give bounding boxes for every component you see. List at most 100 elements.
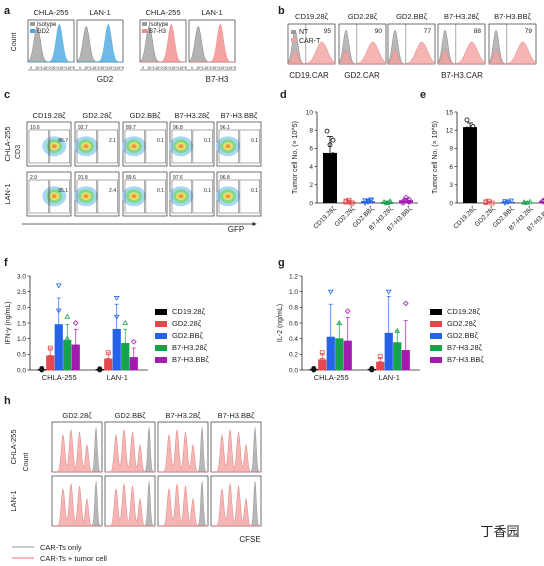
data-point	[336, 320, 343, 325]
gate-percentage: 10.6	[30, 125, 40, 131]
density-contour	[51, 194, 57, 199]
data-point	[64, 335, 71, 341]
data-point	[47, 361, 53, 367]
data-point	[97, 366, 103, 372]
chart-e-y-tick-label: 15	[446, 109, 454, 116]
chart-f-y-tick-label: 2.0	[17, 305, 26, 312]
panel-a-x-tick: 10^5	[228, 66, 236, 70]
panel-a-x-tick: 10^2	[155, 66, 163, 70]
car-t-tumor-peaks	[105, 429, 155, 473]
data-point	[394, 343, 401, 349]
data-point	[400, 198, 406, 205]
panel-a-x-tick: 10^2	[92, 66, 100, 70]
data-point	[470, 124, 476, 129]
gate-percentage: 96.8	[220, 175, 230, 181]
panel-h-ylabel: Count	[23, 453, 30, 472]
gate-box	[76, 179, 98, 214]
bar	[399, 200, 413, 203]
panel-h-row-title: LAN-1	[9, 490, 18, 511]
flow-plot-frame	[26, 171, 72, 217]
panel-c-ylabel: CD3	[15, 145, 22, 159]
panel-a-title: CHLA-255	[145, 8, 180, 17]
panel-c-row-title: CHLA-255	[3, 126, 12, 161]
car-t-histogram	[338, 41, 387, 65]
panel-a-x-tick: 10^2	[204, 66, 212, 70]
chart-e-y-tick-label: 12	[446, 128, 454, 135]
panel-b-title: CD19.28ζ	[295, 12, 329, 21]
proliferation-histogram	[104, 421, 156, 473]
panel-a-x-tick: 0	[191, 66, 193, 70]
gate-percentage: 0.1	[157, 138, 164, 144]
gate-percentage: 89.7	[126, 125, 136, 131]
bar	[482, 202, 496, 203]
chart-f-y-tick-label: 3.0	[17, 273, 26, 280]
proliferation-histogram	[51, 421, 103, 473]
legend-swatch	[430, 345, 442, 351]
panel-b-percentage: 79	[525, 28, 533, 35]
data-point	[64, 348, 71, 354]
proliferation-histogram	[51, 475, 103, 527]
density-contour	[178, 144, 184, 149]
bar-chart-f: 0.0 0.5 1.0 1.5 2.0 2.5 3.0 IFN-γ (ng/mL) CHLA-2…	[5, 273, 209, 382]
panel-a-x-tick: 10^5	[67, 66, 75, 70]
gate-percentage: 96.1	[220, 125, 230, 131]
data-point	[400, 200, 406, 206]
stain-histogram	[28, 23, 74, 63]
gate-percentage: 2.9	[30, 175, 37, 181]
gate-box	[97, 129, 118, 164]
data-point	[464, 126, 470, 132]
panel-a-x-tick: 0	[142, 66, 144, 70]
panel-a-xlabel: GD2	[97, 75, 114, 84]
bar	[63, 339, 72, 371]
gate-percentage: 92.7	[78, 125, 88, 131]
legend-swatch-nt	[291, 30, 296, 34]
bar	[95, 369, 104, 371]
panel-a-x-tick: 10^3	[100, 66, 108, 70]
data-point	[369, 366, 375, 372]
gate-percentage: 0.1	[157, 188, 164, 194]
panel-b-percentage: 77	[424, 28, 432, 35]
car-t-tumor-peaks	[158, 429, 208, 473]
panel-a-xlabel: B7-H3	[206, 75, 229, 84]
data-point	[483, 199, 489, 205]
legend-label: B7-H3.BBζ	[172, 355, 209, 364]
data-point	[336, 343, 343, 349]
panel-a-title: CHLA-255	[33, 8, 68, 17]
gate-percentage: 96.8	[173, 125, 183, 131]
panel-b-title: B7-H3.BBζ	[494, 12, 531, 21]
gate-box	[49, 179, 70, 214]
panel-a-x-tick: 10^3	[212, 66, 220, 70]
flow-plot: 89.7 0.1	[122, 121, 168, 167]
data-point	[55, 308, 62, 314]
data-point	[344, 351, 351, 358]
legend-swatch	[430, 309, 442, 315]
data-point	[319, 363, 325, 369]
data-point	[130, 338, 137, 345]
legend-swatch	[155, 309, 167, 315]
bar	[309, 368, 318, 371]
flow-plot: 97.6 0.1	[169, 171, 215, 217]
data-point	[387, 199, 393, 204]
data-point	[336, 339, 343, 345]
proliferation-histogram	[157, 421, 209, 473]
car-t-tumor-peaks	[158, 483, 208, 527]
bar	[384, 332, 393, 371]
data-point	[377, 361, 383, 367]
chart-g-y-tick-label: 0.4	[289, 336, 298, 343]
group-tick-label: LAN-1	[379, 373, 400, 382]
chart-f-y-tick-label: 0.0	[17, 367, 26, 374]
panel-a-x-tick: 10^2	[43, 66, 51, 70]
flow-plot: 2.9 95.1	[26, 171, 72, 217]
data-point	[47, 358, 53, 364]
panel-a-x-tick: 10^4	[171, 66, 179, 70]
legend-swatch	[430, 321, 442, 327]
density-contour	[225, 194, 231, 199]
flow-plot-frame	[26, 121, 72, 167]
panel-letter-b: b	[278, 5, 285, 17]
data-point	[105, 362, 111, 368]
chart-e-y-tick-label: 3	[449, 182, 453, 189]
data-point	[130, 357, 137, 364]
chart-f-y-tick-label: 0.5	[17, 352, 26, 359]
gate-box	[124, 129, 146, 164]
